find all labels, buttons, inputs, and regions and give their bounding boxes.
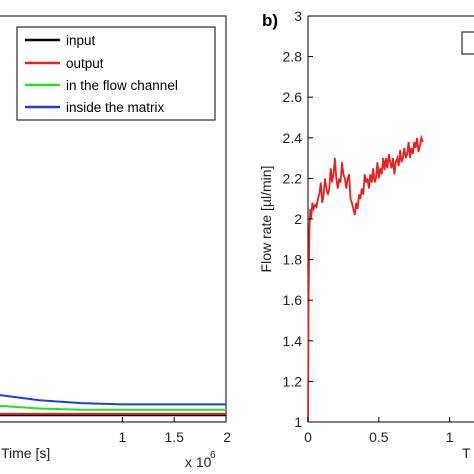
panel-a: 1 1.5 2 input output in the flow channel i… [0,15,231,470]
y-tick-label: 1.2 [283,373,303,389]
panel-b-y-ticks: 1 1.2 1.4 1.6 1.8 2 2.2 2.4 2.6 2.8 3 [283,8,313,430]
legend-label-flow-channel: in the flow channel [66,78,178,93]
x-tick-label: 2 [223,429,231,445]
legend-label-output: output [66,56,104,71]
panel-a-legend: input output in the flow channel inside … [16,26,216,121]
panel-b-x-ticks: 0 0.5 1 [304,417,454,445]
y-tick-label: 1 [294,414,302,430]
legend-entry-flow-channel: in the flow channel [25,78,178,93]
y-tick-label: 1.8 [283,252,303,268]
x-tick-label: 1 [446,429,454,445]
panel-b-x-axis-label: T [462,445,471,461]
panel-b-series [307,134,424,423]
y-tick-label: 2.6 [283,89,303,105]
y-tick-label: 2 [294,211,302,227]
panel-b-plot-area [307,15,474,423]
y-tick-label: 2.2 [283,170,303,186]
panel-a-x-exponent-base: x 10 [185,454,212,470]
y-tick-label: 1.6 [283,292,303,308]
legend-label-matrix: inside the matrix [66,100,165,115]
legend-box [16,26,216,121]
x-tick-label: 1.5 [164,429,184,445]
legend-label-input: input [66,33,96,48]
panel-a-x-exponent-power: 6 [210,450,216,461]
panel-b-label: b) [262,11,278,30]
series-line-in-the-flow-channel [0,404,226,411]
legend-entry-output: output [25,56,104,71]
x-tick-label: 0 [304,429,312,445]
panel-b-y-axis-label: Flow rate [µl/min] [258,166,274,273]
x-tick-label: 1 [118,429,126,445]
series-line-flow-rate [307,134,424,423]
y-tick-label: 3 [294,8,302,24]
panel-b-legend-box [461,31,474,55]
panel-a-x-ticks: 1 1.5 2 [118,417,231,445]
legend-entry-input: input [25,33,96,48]
panel-a-x-axis-label: Time [s] [1,445,50,461]
panel-a-x-exponent: x 10 6 [185,450,216,470]
series-line-inside-the-matrix [0,394,226,406]
panel-b: b) 11.21.41.61.822.22.42.62.83 0 0.5 1 Flo… [258,8,474,461]
y-tick-label: 2.8 [283,49,303,65]
y-tick-label: 1.4 [283,333,303,349]
y-tick-label: 2.4 [283,130,303,146]
legend-entry-matrix: inside the matrix [25,100,165,115]
panel-a-series [0,394,226,417]
x-tick-label: 0.5 [369,429,389,445]
